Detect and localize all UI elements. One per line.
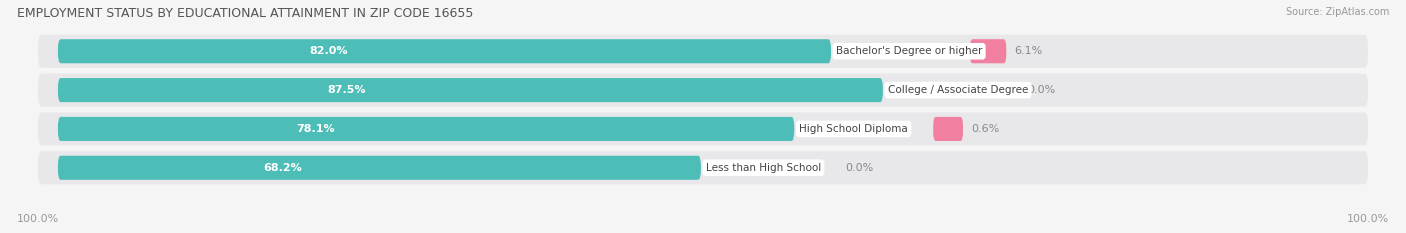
Text: High School Diploma: High School Diploma bbox=[799, 124, 908, 134]
FancyBboxPatch shape bbox=[58, 117, 794, 141]
FancyBboxPatch shape bbox=[934, 117, 963, 141]
Text: 100.0%: 100.0% bbox=[17, 214, 59, 224]
Text: 0.0%: 0.0% bbox=[1026, 85, 1054, 95]
Text: Source: ZipAtlas.com: Source: ZipAtlas.com bbox=[1285, 7, 1389, 17]
FancyBboxPatch shape bbox=[38, 35, 1368, 68]
FancyBboxPatch shape bbox=[58, 78, 883, 102]
Text: 0.6%: 0.6% bbox=[972, 124, 1000, 134]
FancyBboxPatch shape bbox=[38, 151, 1368, 184]
Text: Bachelor's Degree or higher: Bachelor's Degree or higher bbox=[837, 46, 983, 56]
Text: 78.1%: 78.1% bbox=[297, 124, 335, 134]
Text: EMPLOYMENT STATUS BY EDUCATIONAL ATTAINMENT IN ZIP CODE 16655: EMPLOYMENT STATUS BY EDUCATIONAL ATTAINM… bbox=[17, 7, 474, 20]
FancyBboxPatch shape bbox=[58, 39, 831, 63]
Text: 68.2%: 68.2% bbox=[263, 163, 302, 173]
Text: College / Associate Degree: College / Associate Degree bbox=[887, 85, 1028, 95]
Text: 6.1%: 6.1% bbox=[1014, 46, 1042, 56]
Text: 0.0%: 0.0% bbox=[845, 163, 873, 173]
FancyBboxPatch shape bbox=[970, 39, 1007, 63]
Text: 82.0%: 82.0% bbox=[309, 46, 347, 56]
FancyBboxPatch shape bbox=[38, 113, 1368, 145]
Text: Less than High School: Less than High School bbox=[706, 163, 821, 173]
Text: 87.5%: 87.5% bbox=[328, 85, 366, 95]
FancyBboxPatch shape bbox=[58, 156, 702, 180]
Text: 100.0%: 100.0% bbox=[1347, 214, 1389, 224]
FancyBboxPatch shape bbox=[38, 74, 1368, 107]
